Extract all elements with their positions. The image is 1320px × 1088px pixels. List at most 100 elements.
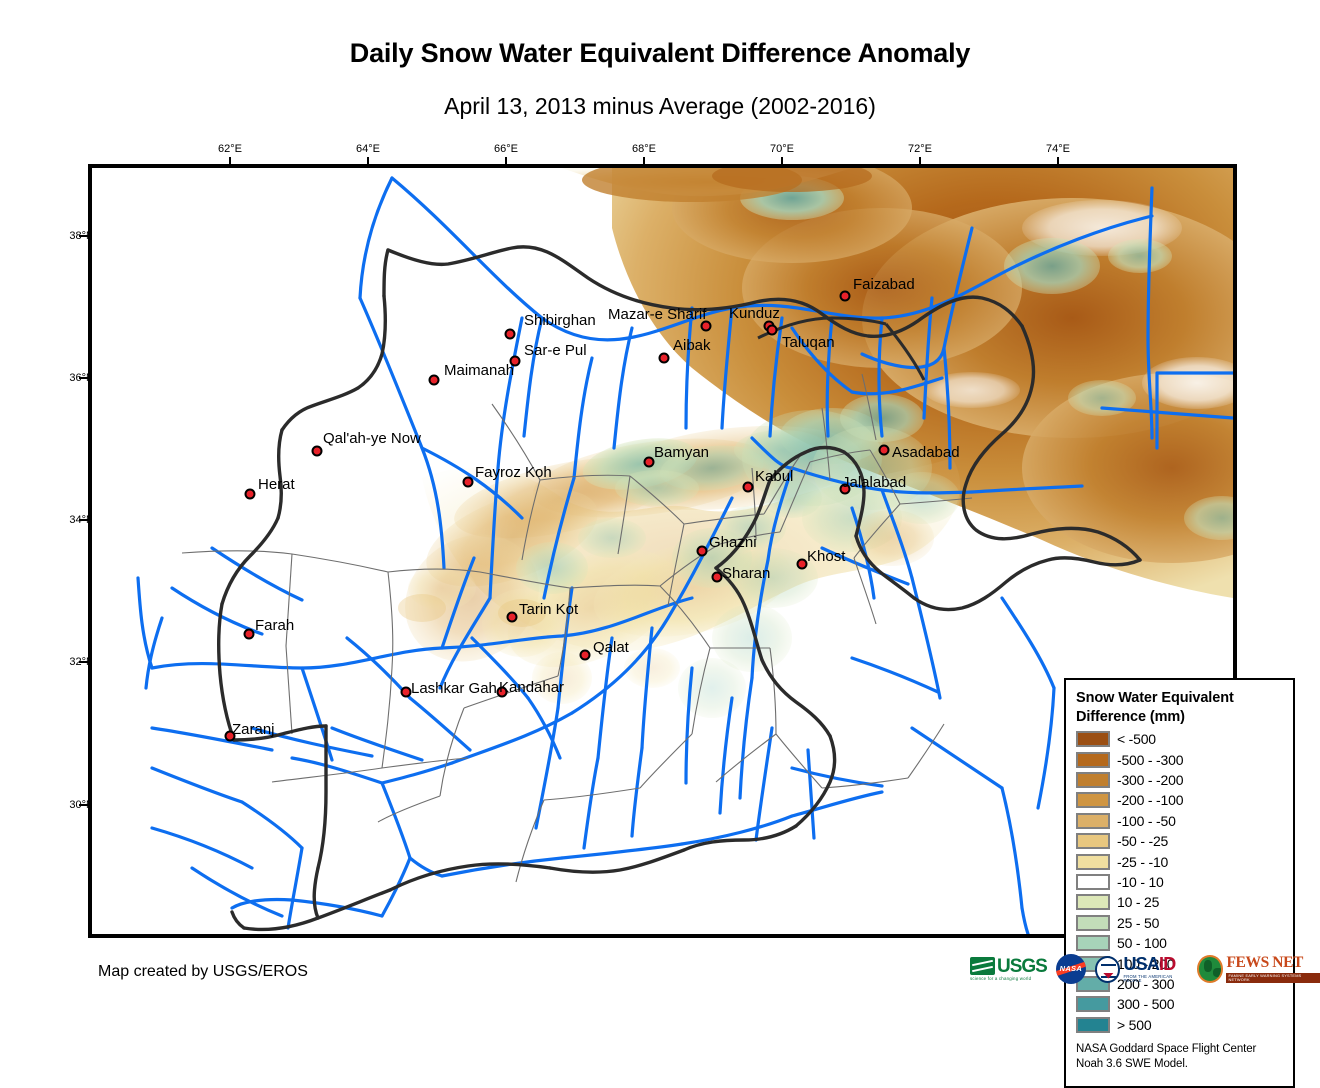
city-label: Asadabad [892, 444, 960, 461]
city-dot-icon[interactable] [742, 481, 754, 493]
longitude-tick [229, 157, 231, 166]
legend-range-label: 10 - 25 [1117, 894, 1160, 911]
legend-row: -10 - 10 [1076, 872, 1283, 892]
legend-color-swatch [1076, 996, 1110, 1013]
legend-range-label: > 500 [1117, 1016, 1152, 1033]
city-dot-icon[interactable] [504, 328, 516, 340]
city-label: Zaranj [232, 721, 275, 738]
page-subtitle: April 13, 2013 minus Average (2002-2016) [444, 93, 876, 119]
city-dot-icon[interactable] [428, 374, 440, 386]
fews-net-logo[interactable]: FEWS NET FAMINE EARLY WARNING SYSTEMS NE… [1196, 952, 1320, 986]
city-label: Mazar-e Sharif [608, 306, 707, 323]
city-dot-icon[interactable] [878, 444, 890, 456]
legend-range-label: -500 - -300 [1117, 751, 1184, 768]
terrain-north-band [562, 168, 872, 202]
nasa-meatball-icon: NASA [1055, 954, 1086, 984]
city-label: Maimanah [444, 362, 515, 379]
longitude-tick [505, 157, 507, 166]
city-dot-icon[interactable] [766, 324, 778, 336]
legend-color-swatch [1076, 731, 1110, 748]
legend-color-swatch [1076, 935, 1110, 952]
city-dot-icon[interactable] [839, 483, 851, 495]
legend-title: Snow Water Equivalent Difference (mm) [1076, 689, 1283, 726]
city-dot-icon[interactable] [311, 445, 323, 457]
usaid-logo[interactable]: USAID FROM THE AMERICAN PEOPLE [1094, 952, 1188, 986]
legend-row: -25 - -10 [1076, 851, 1283, 871]
city-dot-icon[interactable] [796, 558, 808, 570]
latitude-tick [79, 377, 88, 379]
city-dot-icon[interactable] [462, 476, 474, 488]
city-dot-icon[interactable] [400, 686, 412, 698]
legend-range-label: -200 - -100 [1117, 792, 1184, 809]
nasa-logo[interactable]: NASA [1055, 952, 1086, 986]
map-frame[interactable]: Shibirghan Mazar-e Sharif Kunduz Taluqan Fai… [88, 164, 1295, 1088]
longitude-tick [643, 157, 645, 166]
city-dot-icon[interactable] [696, 545, 708, 557]
longitude-label: 66°E [494, 143, 518, 155]
city-dot-icon[interactable] [243, 628, 255, 640]
city-label: Aibak [673, 337, 711, 354]
city-dot-icon[interactable] [700, 320, 712, 332]
longitude-label: 70°E [770, 143, 794, 155]
fews-logo-text: FEWS NET [1226, 954, 1303, 972]
legend-color-swatch [1076, 772, 1110, 789]
legend-color-swatch [1076, 812, 1110, 829]
usaid-logo-text: USAID [1123, 954, 1176, 975]
usgs-logo[interactable]: USGS science for a changing world [970, 952, 1048, 986]
map-legend: Snow Water Equivalent Difference (mm) < … [1064, 678, 1295, 1088]
city-label: Shibirghan [524, 312, 596, 329]
city-label: Bamyan [654, 444, 710, 461]
city-dot-icon[interactable] [839, 290, 851, 302]
city-label: Qal'ah-ye Now [323, 430, 421, 447]
city-dot-icon[interactable] [643, 456, 655, 468]
legend-range-label: -10 - 10 [1117, 874, 1164, 891]
country-border [216, 245, 1142, 932]
legend-color-swatch [1076, 894, 1110, 911]
legend-row: < -500 [1076, 729, 1283, 749]
legend-color-swatch [1076, 853, 1110, 870]
city-dot-icon[interactable] [579, 649, 591, 661]
city-label: Ghazni [709, 534, 757, 551]
city-dot-icon[interactable] [658, 352, 670, 364]
legend-color-swatch [1076, 792, 1110, 809]
legend-range-label: < -500 [1117, 731, 1156, 748]
city-dot-icon[interactable] [509, 355, 521, 367]
legend-row: -200 - -100 [1076, 790, 1283, 810]
legend-note-line1: NASA Goddard Space Flight Center [1076, 1042, 1257, 1055]
city-dot-icon[interactable] [711, 571, 723, 583]
longitude-tick [367, 157, 369, 166]
city-label: Kunduz [729, 305, 780, 322]
map-raster [92, 168, 1233, 934]
legend-title-line2: Difference (mm) [1076, 708, 1185, 725]
city-dot-icon[interactable] [224, 730, 236, 742]
city-dot-icon[interactable] [244, 488, 256, 500]
city-label: Kandahar [499, 679, 565, 696]
fews-logo-subtext: FAMINE EARLY WARNING SYSTEMS NETWORK [1226, 972, 1320, 983]
latitude-tick [79, 661, 88, 663]
fews-globe-icon [1196, 955, 1224, 983]
city-label: Fayroz Koh [475, 464, 552, 481]
legend-range-label: 100 - 200 [1117, 955, 1175, 972]
city-dot-icon[interactable] [496, 686, 508, 698]
legend-title-line1: Snow Water Equivalent [1076, 690, 1234, 706]
legend-color-swatch [1076, 1016, 1110, 1033]
map-canvas[interactable] [92, 168, 1233, 934]
legend-color-swatch [1076, 874, 1110, 891]
city-label: Kabul [755, 468, 794, 485]
legend-row: -300 - -200 [1076, 770, 1283, 790]
legend-range-label: 50 - 100 [1117, 935, 1167, 952]
latitude-tick [79, 519, 88, 521]
legend-range-label: -50 - -25 [1117, 833, 1169, 850]
latitude-tick [79, 235, 88, 237]
legend-range-label: -300 - -200 [1117, 772, 1184, 789]
border-wakhan [757, 316, 926, 381]
legend-row: -50 - -25 [1076, 831, 1283, 851]
legend-row: -500 - -300 [1076, 749, 1283, 769]
usgs-mark-icon [970, 957, 995, 976]
city-dot-icon[interactable] [506, 611, 518, 623]
legend-range-label: -100 - -50 [1117, 812, 1176, 829]
longitude-label: 72°E [908, 143, 932, 155]
legend-row: 10 - 25 [1076, 892, 1283, 912]
longitude-label: 62°E [218, 143, 242, 155]
city-label: Faizabad [853, 276, 915, 293]
